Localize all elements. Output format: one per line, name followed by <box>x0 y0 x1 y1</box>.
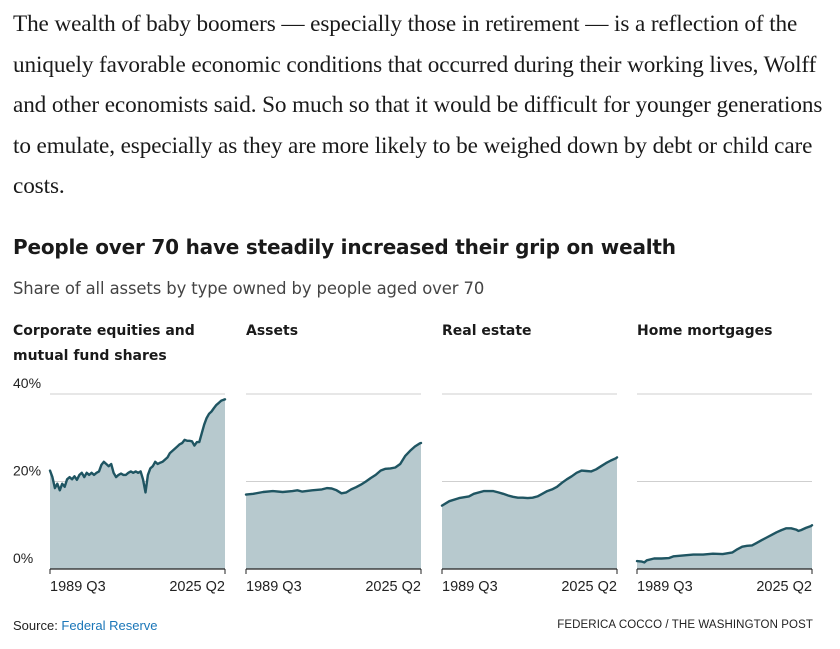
x-tick-label: 2025 Q2 <box>169 579 225 595</box>
y-tick-label: 0% <box>13 550 33 566</box>
panel-title-home-mortgages: Home mortgages <box>637 323 773 339</box>
source-label: Source: <box>13 618 62 633</box>
y-tick-label: 20% <box>13 463 41 479</box>
area-fill <box>442 457 617 569</box>
x-tick-label: 2025 Q2 <box>561 579 617 595</box>
series-line <box>244 441 423 496</box>
x-tick-label: 1989 Q3 <box>50 579 106 595</box>
area-fill <box>246 443 421 569</box>
panel-title-real-estate: Real estate <box>442 323 532 339</box>
series-line <box>635 524 814 564</box>
x-tick-label: 2025 Q2 <box>756 579 812 595</box>
chart-title: People over 70 have steadily increased t… <box>13 235 676 259</box>
chart-subtitle: Share of all assets by type owned by peo… <box>13 279 485 298</box>
x-tick-label: 1989 Q3 <box>442 579 498 595</box>
x-tick-label: 1989 Q3 <box>637 579 693 595</box>
series-line <box>440 456 619 507</box>
panel-title-equities: Corporate equities and mutual fund share… <box>13 323 195 364</box>
x-tick-label: 1989 Q3 <box>246 579 302 595</box>
credit-line: FEDERICA COCCO / THE WASHINGTON POST <box>557 619 813 631</box>
source-link[interactable]: Federal Reserve <box>61 618 158 633</box>
x-tick-label: 2025 Q2 <box>365 579 421 595</box>
y-tick-label: 40% <box>13 375 41 391</box>
area-fill <box>50 399 225 569</box>
series-line <box>48 398 227 494</box>
source-line: Source: Federal Reserve <box>13 618 158 633</box>
area-fill <box>637 525 812 569</box>
article-paragraph: The wealth of baby boomers — especially … <box>13 11 823 200</box>
small-multiples-chart: 0% 20% 40% 1989 Q3 2025 Q2 1989 Q3 2025 Q2 1989… <box>13 375 814 595</box>
panel-title-assets: Assets <box>246 323 299 339</box>
